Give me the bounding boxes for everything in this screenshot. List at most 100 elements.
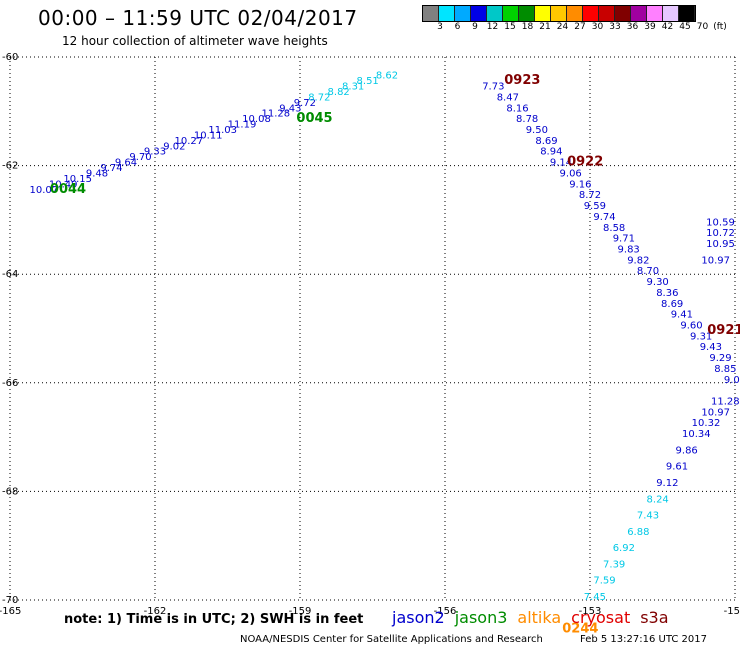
y-tick-label: -70 [2,595,18,606]
wave-height-label: 10.32 [692,418,721,429]
color-swatch [503,6,519,21]
wave-height-label: 9.43 [700,342,722,353]
wave-height-label: 8.24 [647,494,669,505]
wave-height-label: 8.72 [579,190,601,201]
wave-height-label: 8.85 [714,364,736,375]
color-scale-tick: 30 [591,22,604,32]
wave-height-label: 9.60 [680,321,702,332]
wave-height-label: 10.49 [49,179,78,190]
wave-height-label: 8.36 [656,288,678,299]
wave-height-label: 9.59 [584,201,606,212]
y-tick-label: -62 [2,161,18,172]
color-swatch [583,6,599,21]
y-tick-label: -68 [2,486,18,497]
wave-height-label: 9.16 [569,179,591,190]
wave-height-label: 9.86 [676,445,698,456]
wave-height-label: 7.59 [593,576,615,587]
wave-height-label: 8.70 [637,266,659,277]
pass-time-annotation: 0923 [504,73,540,88]
color-swatch [455,6,471,21]
wave-height-label: 6.92 [613,543,635,554]
footer-credit: NOAA/NESDIS Center for Satellite Applica… [240,634,543,645]
color-swatch [631,6,647,21]
wave-height-label: 10.34 [682,429,711,440]
color-scale-tick: (ft) [713,22,727,32]
x-tick-label: -162 [144,606,167,617]
color-scale-tick: 12 [486,22,499,32]
color-scale-tick: 27 [574,22,586,32]
wave-height-label: 7.43 [637,511,659,522]
y-tick-label: -60 [2,52,18,63]
wave-height-label: 11.03 [208,125,237,136]
color-scale-tick: 33 [609,22,621,32]
wave-height-label: 11.28 [711,397,740,408]
color-swatch [519,6,535,21]
color-scale-tick: 6 [454,22,461,32]
y-tick-label: -66 [2,378,18,389]
wave-height-label: 9.02 [163,141,185,152]
wave-height-label: 9.64 [115,158,137,169]
color-swatch [551,6,567,21]
wave-height-label: 9.12 [656,478,678,489]
pass-time-annotation: 0921 [707,323,740,338]
wave-height-label: 8.47 [497,92,519,103]
wave-height-label: 9.14 [550,158,572,169]
color-scale-tick: 36 [626,22,639,32]
color-swatch [471,6,487,21]
wave-height-label: 10.27 [175,136,204,147]
wave-height-label: 9.71 [613,234,635,245]
wave-height-label: 10.95 [706,239,735,250]
pass-time-annotation: 0044 [50,182,86,197]
wave-height-label: 10.97 [701,407,730,418]
wave-height-label: 8.82 [328,87,350,98]
pass-time-annotation: 0045 [296,111,332,126]
wave-height-label: 9.50 [526,125,548,136]
color-swatch [487,6,503,21]
page-subtitle: 12 hour collection of altimeter wave hei… [62,34,328,48]
wave-height-label: 8.72 [308,92,330,103]
wave-height-label: 8.62 [376,71,398,82]
x-tick-label: -156 [434,606,457,617]
color-scale-tick: 39 [644,22,656,32]
wave-height-label: 10.59 [706,217,735,228]
color-scale-tick: 24 [556,22,569,32]
color-swatch [535,6,551,21]
color-swatch [423,6,439,21]
wave-height-label: 9.48 [86,168,108,179]
wave-height-label: 7.39 [603,559,625,570]
wave-height-label: 9.61 [666,462,688,473]
color-swatch [567,6,583,21]
wave-height-label: 8.69 [535,136,557,147]
color-swatch [615,6,631,21]
wave-height-label: 8.69 [661,299,683,310]
wave-height-label: 9.70 [129,152,151,163]
wave-height-label: 9.30 [647,277,669,288]
color-scale-tick: 18 [521,22,534,32]
color-scale-tick: 3 [437,22,443,32]
pass-time-annotation: 0244 [562,622,598,637]
legend-entry: altika [517,608,562,627]
wave-height-label: 10.72 [706,228,735,239]
color-swatch [647,6,663,21]
wave-height-label: 10.11 [194,130,223,141]
wave-height-label: 9.83 [618,244,640,255]
wave-height-label: 9.74 [100,163,122,174]
color-swatch [679,6,695,21]
footer-timestamp: Feb 5 13:27:16 UTC 2017 [580,634,707,645]
color-swatch [663,6,679,21]
wave-height-label: 9.07 [724,375,740,386]
color-scale-tick: 70 [696,22,709,32]
legend-entry: s3a [640,608,669,627]
x-tick-label: -165 [0,606,21,617]
color-scale-tick: 45 [679,22,691,32]
wave-height-label: 9.31 [690,331,712,342]
satellite-legend: jason2 jason3 altika cryosat s3a [392,608,679,627]
wave-height-label: 9.29 [709,353,731,364]
pass-time-annotation: 0922 [567,155,603,170]
wave-height-label: 9.41 [671,310,693,321]
wave-height-label: 10.07 [30,185,59,196]
wave-height-label: 9.06 [560,168,582,179]
wave-height-label: 10.15 [63,174,92,185]
